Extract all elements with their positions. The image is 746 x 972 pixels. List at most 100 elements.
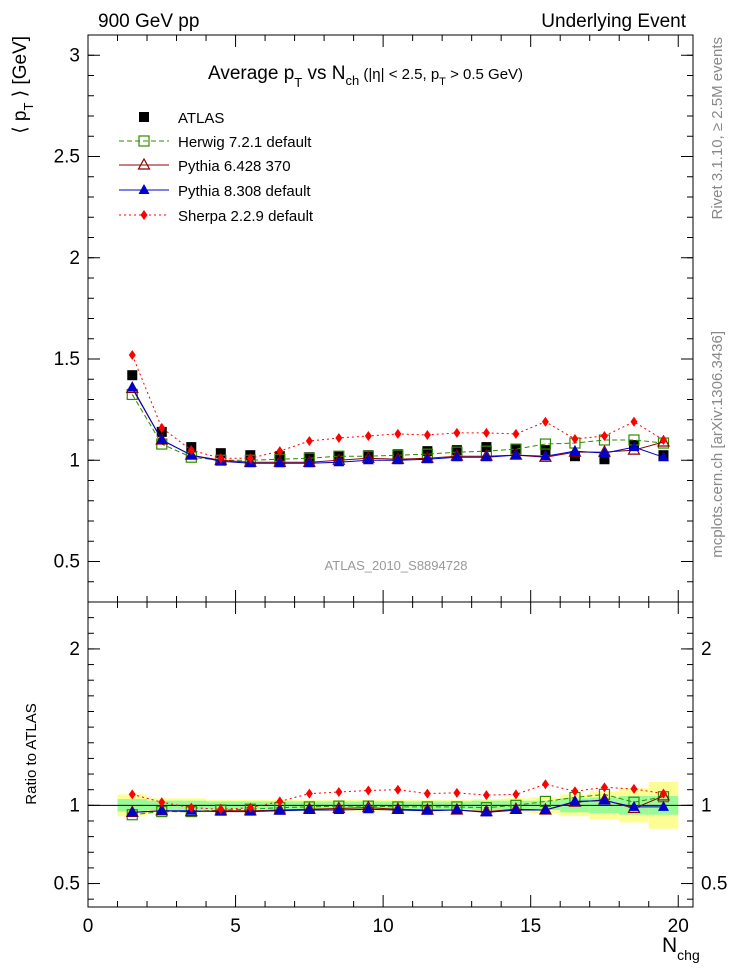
y-tick-label: 1 <box>69 450 80 471</box>
legend-marker-pythia6 <box>119 157 169 170</box>
legend: ATLAS Herwig 7.2.1 default Pythia 6.428 … <box>119 110 314 225</box>
title-part-1: Average p <box>208 63 294 84</box>
x-tick-label: 15 <box>520 916 541 937</box>
ratio-axis-ticks: 0.5 0.51 12 20 5 10 15 20 <box>54 602 727 937</box>
main-data-marks <box>125 349 671 468</box>
legend-label-pythia8: Pythia 8.308 default <box>178 183 311 200</box>
legend-marker-herwig <box>119 135 169 147</box>
data-point-sherpa-2-2-9-default <box>541 416 549 427</box>
header-left: 900 GeV pp <box>98 11 199 32</box>
data-point-sherpa-2-2-9-default <box>335 432 343 443</box>
ratio-point-sherpa-2-2-9-default <box>630 783 638 794</box>
ratio-y-axis-label: Ratio to ATLAS <box>23 703 40 804</box>
data-point-pythia-8-308-default <box>421 453 433 464</box>
data-point-sherpa-2-2-9-default <box>600 430 608 441</box>
ratio-point-pythia-8-308-default <box>657 800 669 811</box>
data-point-pythia-8-308-default <box>539 450 551 461</box>
ratio-point-sherpa-2-2-9-default <box>335 787 343 798</box>
data-point-sherpa-2-2-9-default <box>512 428 520 439</box>
ratio-point-pythia-8-308-default <box>156 804 168 815</box>
legend-symbol <box>138 184 150 194</box>
ratio-point-sherpa-2-2-9-default <box>423 788 431 799</box>
data-point-pythia-8-308-default <box>362 454 374 465</box>
data-point-sherpa-2-2-9-default <box>364 430 372 441</box>
data-point-pythia-8-308-default <box>598 447 610 458</box>
ratio-frame <box>87 601 694 908</box>
data-point-sherpa-2-2-9-default <box>158 422 166 433</box>
ratio-point-pythia-8-308-default <box>539 804 551 815</box>
data-point-pythia-8-308-default <box>392 454 404 465</box>
legend-symbol <box>139 112 149 122</box>
legend-entry-pythia8: Pythia 8.308 default <box>119 183 311 200</box>
plot-title: Average pT vs Nch (|η| < 2.5, pT > 0.5 G… <box>208 63 523 90</box>
x-tick-label: 0 <box>83 916 94 937</box>
ratio-point-pythia-8-308-default <box>569 795 581 806</box>
ratio-point-sherpa-2-2-9-default <box>659 788 667 799</box>
legend-symbol <box>140 210 148 220</box>
ratio-point-pythia-8-308-default <box>628 800 640 811</box>
data-point-sherpa-2-2-9-default <box>659 435 667 445</box>
legend-label-sherpa: Sherpa 2.2.9 default <box>178 208 314 225</box>
data-point-pythia-8-308-default <box>126 381 138 392</box>
ratio-point-pythia-8-308-default <box>362 803 374 814</box>
ratio-point-sherpa-2-2-9-default <box>571 786 579 797</box>
legend-entry-herwig: Herwig 7.2.1 default <box>119 134 312 151</box>
legend-label-atlas: ATLAS <box>178 110 224 127</box>
xlabel-main: N <box>662 934 677 957</box>
ylabel-part-b: ⟩ [GeV] <box>10 36 31 103</box>
data-point-sherpa-2-2-9-default <box>630 416 638 427</box>
data-point-atlas <box>481 442 492 453</box>
ratio-point-sherpa-2-2-9-default <box>276 796 284 807</box>
data-point-atlas <box>333 451 344 462</box>
data-point-sherpa-2-2-9-default <box>246 453 254 464</box>
ratio-point-pythia-6-428-370 <box>656 788 671 801</box>
main-y-axis-label: ⟨ pT ⟩ [GeV] <box>10 36 36 134</box>
ratio-point-pythia-8-308-default <box>598 794 610 805</box>
ratio-data-marks <box>125 779 671 821</box>
ratio-point-sherpa-2-2-9-default <box>187 802 195 813</box>
side-label-bottom: mcplots.cern.ch [arXiv:1306.3436] <box>709 331 726 558</box>
y-tick-label: 2.5 <box>54 147 80 168</box>
analysis-watermark: ATLAS_2010_S8894728 <box>325 558 468 573</box>
ratio-point-pythia-8-308-default <box>510 804 522 815</box>
data-point-pythia-8-308-default <box>480 451 492 462</box>
ratio-point-pythia-8-308-default <box>333 804 345 815</box>
ratio-point-pythia-8-308-default <box>480 806 492 817</box>
xlabel-sub: chg <box>677 947 700 963</box>
x-tick-label: 20 <box>668 916 689 937</box>
legend-symbol <box>138 135 150 147</box>
ratio-point-sherpa-2-2-9-default <box>482 790 490 801</box>
y-tick-label-right: 0.5 <box>701 874 727 895</box>
x-tick-label: 5 <box>230 916 241 937</box>
ratio-point-sherpa-2-2-9-default <box>541 779 549 790</box>
data-point-sherpa-2-2-9-default <box>187 445 195 456</box>
title-part-3: (|η| < 2.5, p <box>359 66 439 83</box>
data-point-sherpa-2-2-9-default <box>305 436 313 447</box>
y-tick-label: 0.5 <box>54 874 80 895</box>
ratio-point-sherpa-2-2-9-default <box>246 802 254 813</box>
data-point-sherpa-2-2-9-default <box>482 427 490 438</box>
y-tick-label-right: 1 <box>701 795 712 816</box>
data-point-pythia-8-308-default <box>628 441 640 452</box>
ratio-point-sherpa-2-2-9-default <box>158 797 166 808</box>
data-point-sherpa-2-2-9-default <box>453 427 461 438</box>
data-point-pythia-8-308-default <box>274 457 286 468</box>
ratio-point-sherpa-2-2-9-default <box>364 785 372 796</box>
ratio-point-sherpa-2-2-9-default <box>600 782 608 793</box>
legend-marker-pythia8 <box>119 184 169 194</box>
ratio-point-sherpa-2-2-9-default <box>512 789 520 800</box>
ylabel-sub: T <box>21 103 36 111</box>
y-tick-label: 3 <box>69 45 80 66</box>
title-part-4: > 0.5 GeV) <box>446 66 523 83</box>
data-point-sherpa-2-2-9-default <box>571 433 579 444</box>
y-tick-label: 0.5 <box>54 552 80 573</box>
side-label-top: Rivet 3.1.10, ≥ 2.5M events <box>709 37 726 220</box>
legend-marker-atlas <box>139 112 149 122</box>
legend-symbol <box>137 157 151 170</box>
ratio-panel: 0.5 0.51 12 20 5 10 15 20 Ratio to ATLAS Nchg <box>23 601 727 963</box>
header-right: Underlying Event <box>541 11 686 32</box>
title-part-2: vs N <box>302 63 345 84</box>
legend-entry-pythia6: Pythia 6.428 370 <box>119 157 291 175</box>
main-axis-ticks: 0.5 1 1.5 2 2.5 3 <box>54 34 693 603</box>
